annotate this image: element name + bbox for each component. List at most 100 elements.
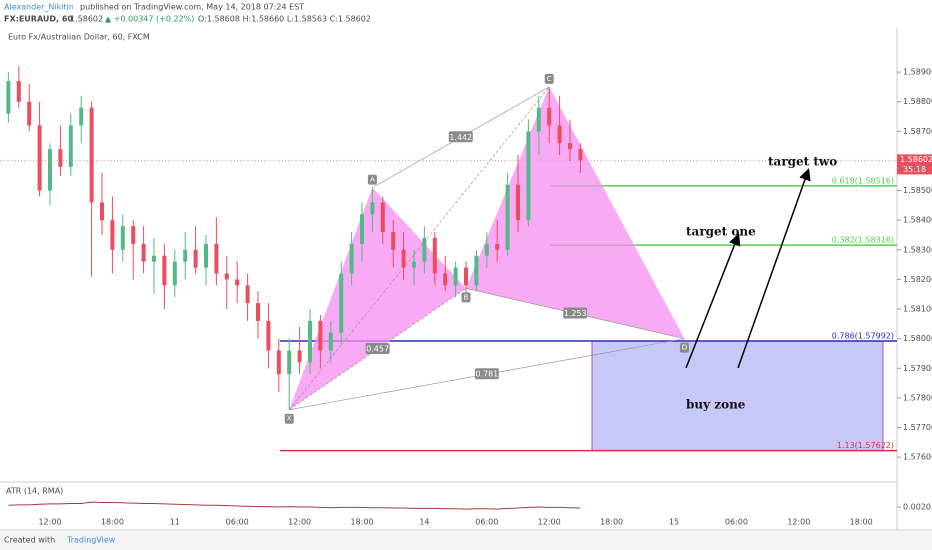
candle-body — [100, 202, 104, 221]
level-label: 0.382(1.58316) — [832, 236, 894, 245]
candle-body — [380, 202, 385, 233]
candle-body — [120, 226, 125, 250]
x-tick-label: 18:00 — [600, 518, 623, 527]
candle-body — [578, 149, 583, 161]
point-box — [461, 292, 471, 303]
price: 1.58602 — [70, 15, 103, 24]
candle-body — [505, 184, 510, 250]
candle-body — [183, 249, 188, 262]
point-box — [544, 73, 554, 84]
candle-body — [224, 273, 229, 280]
y-tick-label: 1.57700 — [903, 423, 932, 432]
y-tick-label: 1.58200 — [903, 275, 932, 284]
x-tick-label: 06:00 — [226, 518, 249, 527]
candle-body — [152, 255, 156, 262]
level-label: 0.618(1.58516) — [832, 176, 894, 185]
candle-body — [266, 320, 271, 351]
candle-body — [27, 101, 32, 126]
ratio-box — [365, 343, 390, 355]
candle-body — [318, 320, 323, 351]
ratio-line — [288, 86, 550, 410]
candle-body — [58, 149, 63, 167]
y-tick-label: 1.57600 — [903, 453, 932, 462]
ratio-box — [563, 307, 588, 319]
pattern-leg — [289, 187, 466, 410]
ohlc: O:1.58608 H:1.58660 L:1.58563 C:1.58602 — [198, 15, 371, 24]
x-tick-label: 14 — [419, 518, 429, 527]
point-box — [284, 413, 294, 424]
x-tick-label: 18:00 — [101, 518, 124, 527]
x-tick-label: 12:00 — [38, 518, 61, 527]
candle-body — [68, 125, 73, 167]
candle-body — [89, 107, 94, 203]
point-label: X — [287, 415, 292, 423]
annotation: target two — [768, 155, 837, 169]
candle-body — [141, 243, 146, 262]
candle-body — [214, 243, 219, 274]
ratio-label: 0.457 — [366, 345, 389, 354]
change: ▲ +0.00347 (+0.22%) — [105, 15, 194, 24]
candle-body — [536, 107, 541, 132]
candle-body — [131, 226, 136, 244]
arrow — [737, 168, 811, 369]
y-tick-label: 1.58900 — [903, 68, 932, 77]
symbol: FX:EURAUD, 60 — [4, 15, 73, 24]
arrow — [685, 233, 741, 369]
candle-body — [48, 149, 52, 191]
published: published on TradingView.com, May 14, 20… — [80, 3, 304, 12]
y-tick-label: 1.58700 — [903, 127, 932, 136]
x-tick-label: 11 — [170, 518, 180, 527]
candle-body — [464, 267, 468, 286]
y-tick-label: 0.0020 — [903, 503, 931, 512]
x-tick-label: 15 — [669, 518, 679, 527]
footer-created: Created with — [4, 536, 55, 545]
y-tick-label: 1.57800 — [903, 393, 932, 402]
footer-brand[interactable]: TradingView — [66, 536, 116, 545]
footer — [0, 531, 932, 550]
candle-body — [443, 273, 448, 286]
y-tick-label: 1.58500 — [903, 186, 932, 195]
candle-body — [349, 243, 354, 274]
ratio-label: 0.781 — [475, 370, 498, 379]
candle-body — [110, 220, 115, 250]
candle-body — [495, 243, 500, 250]
candle-body — [308, 320, 312, 363]
atr-line — [8, 501, 581, 510]
candle-body — [204, 243, 208, 268]
point-label: B — [464, 293, 469, 301]
x-tick-label: 06:00 — [725, 518, 748, 527]
y-tick-label: 1.58300 — [903, 245, 932, 254]
candle-body — [79, 107, 84, 126]
x-tick-label: 06:00 — [475, 518, 498, 527]
point-label: A — [370, 176, 375, 184]
buy-zone — [591, 340, 884, 452]
candle-body — [276, 350, 281, 375]
last-price-timer: 35:18 — [903, 165, 926, 174]
candle-body — [235, 279, 240, 286]
candle-body — [6, 81, 11, 114]
last-price-tag — [897, 154, 932, 175]
author[interactable]: Alexander_Nikitin — [4, 3, 74, 12]
ratio-label: 1.442 — [449, 133, 472, 142]
candle-body — [328, 332, 333, 351]
annotation: target one — [686, 225, 756, 239]
x-tick-label: 18:00 — [350, 518, 373, 527]
candle-body — [172, 261, 177, 286]
y-tick-label: 1.58400 — [903, 216, 932, 225]
candle-body — [432, 237, 437, 274]
ratio-box — [448, 131, 473, 143]
candle-body — [547, 107, 552, 126]
candle-body — [401, 249, 406, 268]
x-tick-label: 18:00 — [850, 518, 873, 527]
ratio-label: 1.253 — [564, 309, 587, 318]
candle-body — [339, 273, 344, 333]
x-tick-label: 12:00 — [288, 518, 311, 527]
candle-body — [256, 303, 260, 321]
candle-body — [360, 214, 364, 244]
candle-body — [245, 285, 250, 304]
candle-body — [16, 81, 21, 102]
x-tick-label: 12:00 — [787, 518, 810, 527]
candle-body — [474, 255, 479, 286]
y-tick-label: 1.58100 — [903, 305, 932, 314]
